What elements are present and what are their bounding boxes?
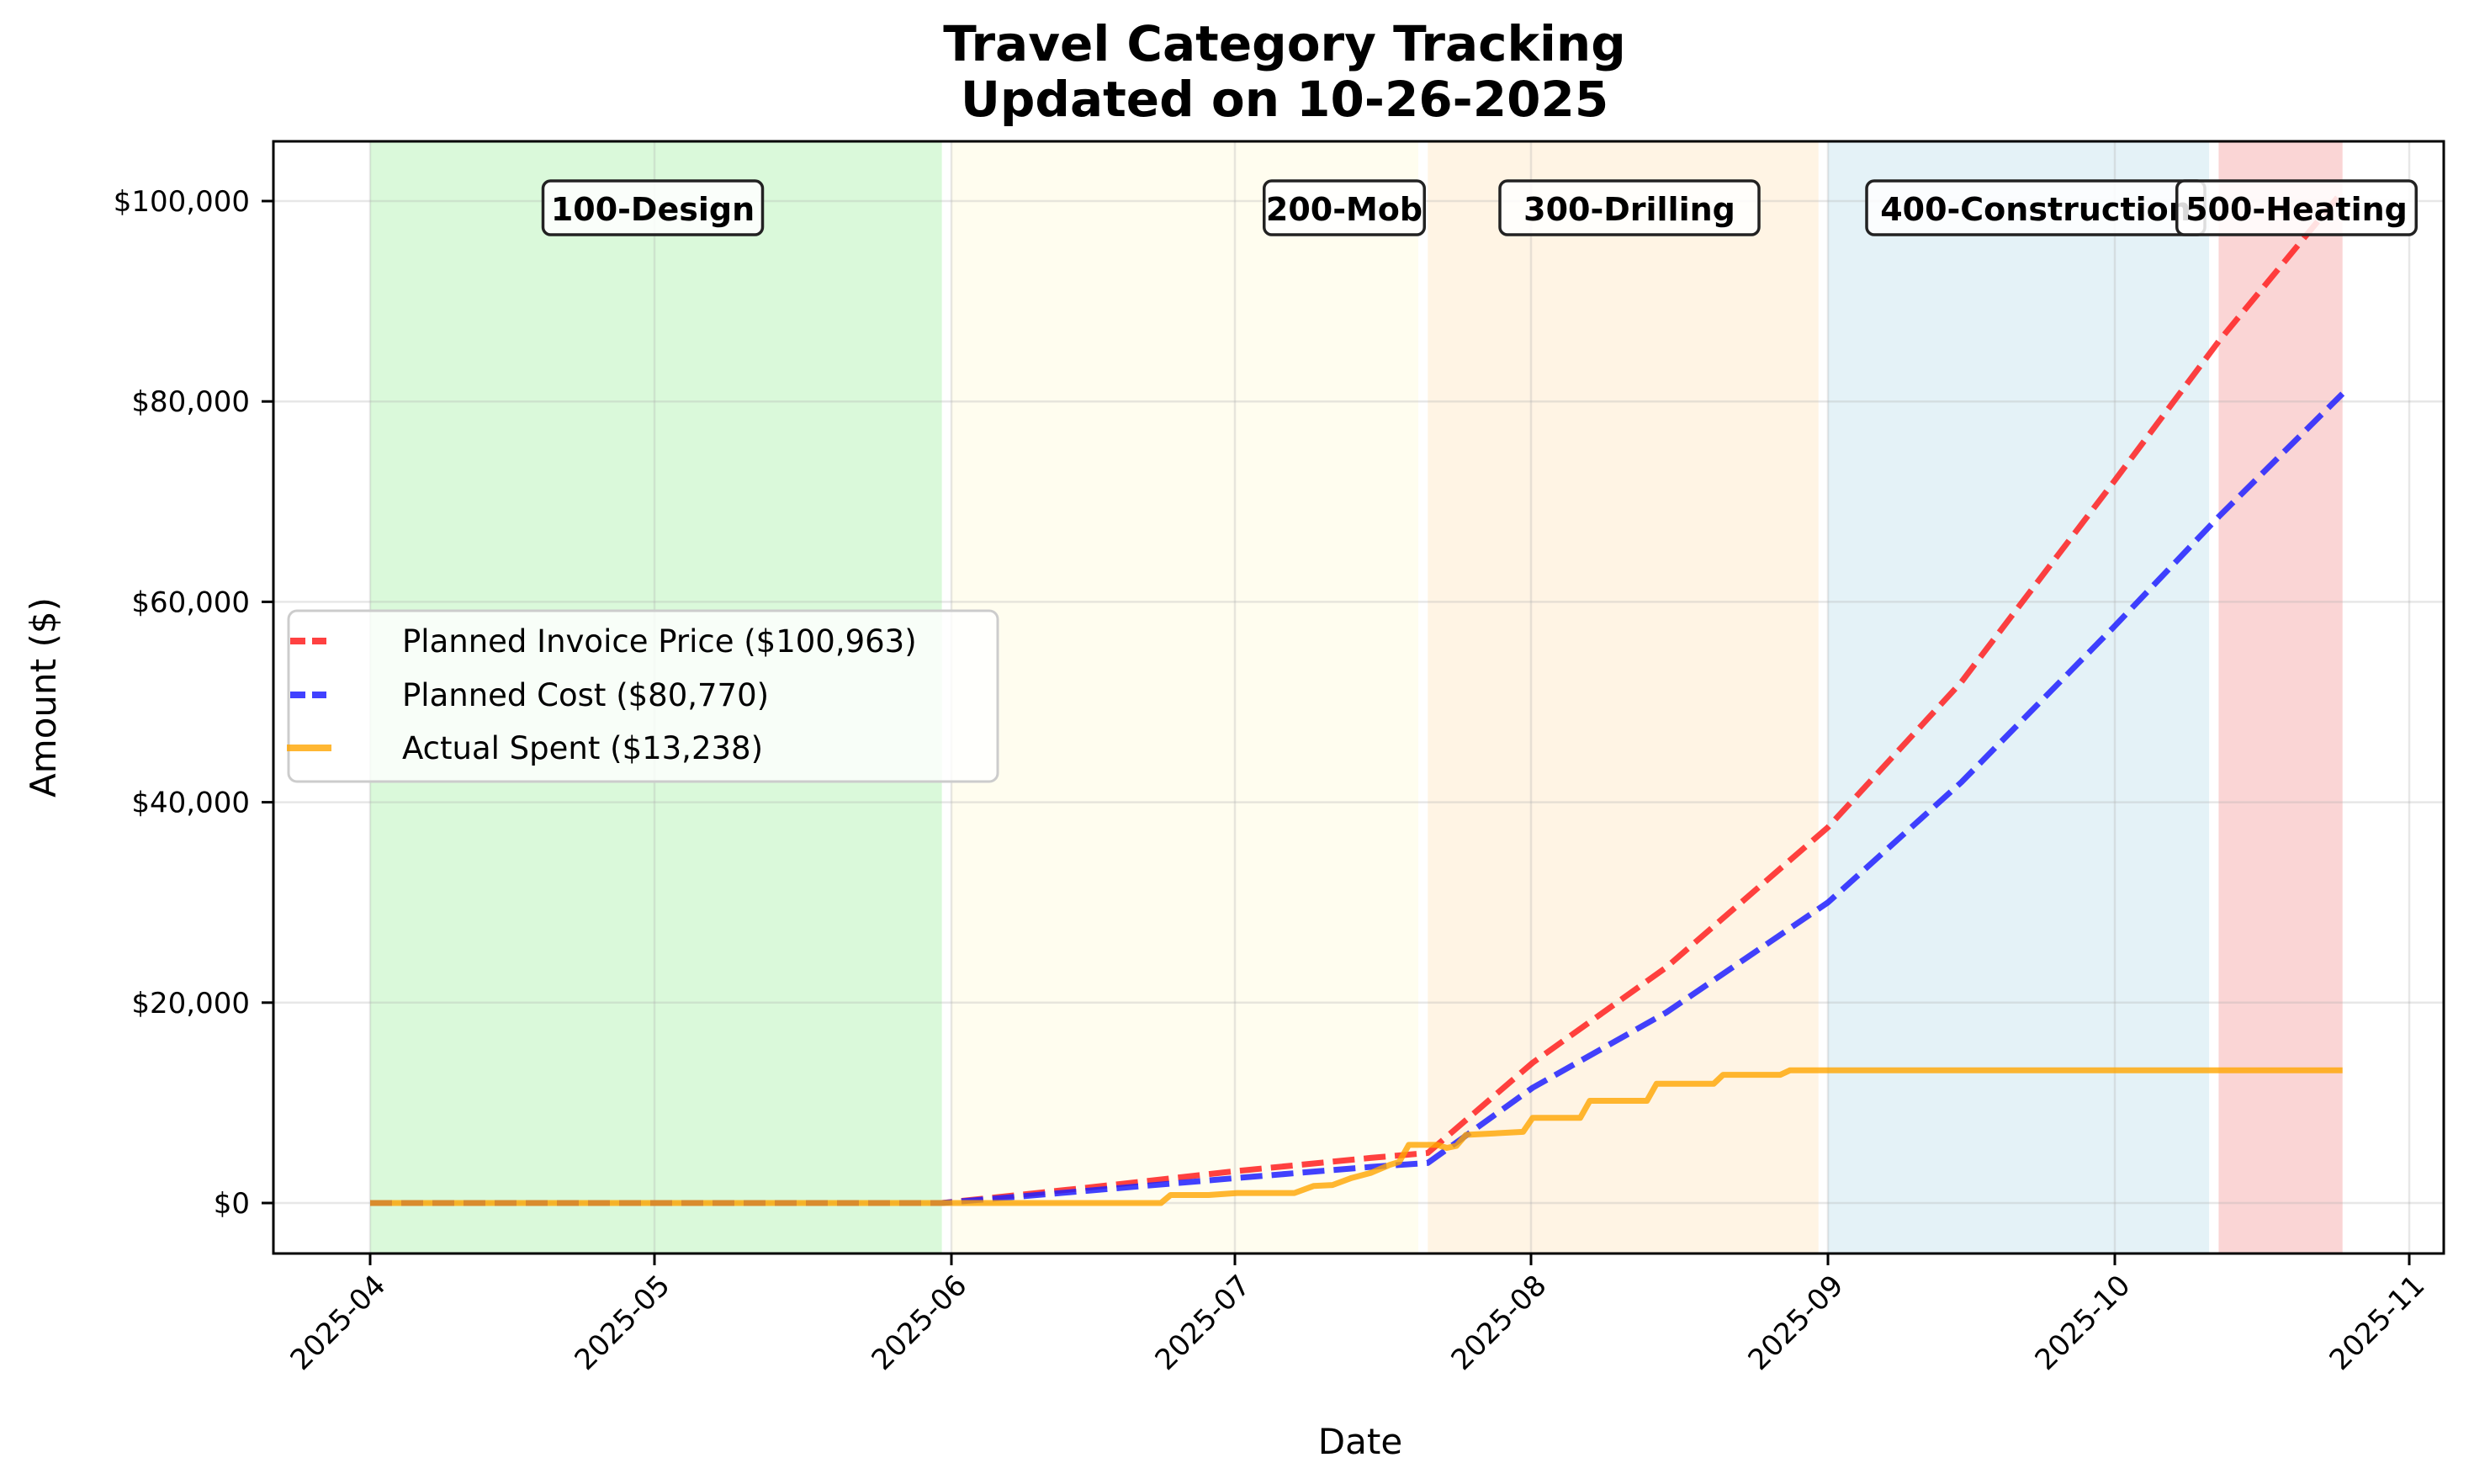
phase-label-2: 200-Mob bbox=[1263, 179, 1426, 236]
chart-title: Travel Category Tracking bbox=[943, 15, 1625, 72]
x-tick-label: 2025-08 bbox=[1445, 1269, 1554, 1377]
series-line-actual-spent bbox=[370, 1067, 2343, 1206]
legend-label-cost: Planned Cost ($80,770) bbox=[402, 677, 769, 713]
phase-label-4: 400-Construction bbox=[1865, 179, 2207, 236]
x-tick-label: 2025-05 bbox=[569, 1269, 677, 1377]
y-axis-label: Amount ($) bbox=[23, 597, 64, 798]
phase-labels: 100-Design 200-Mob 300-Drilling 400-Constru… bbox=[541, 179, 2418, 236]
y-tick-label: $80,000 bbox=[131, 385, 250, 419]
phase-label-box bbox=[1263, 179, 1426, 236]
x-axis-label: Date bbox=[1318, 1421, 1402, 1462]
y-tick-label: $20,000 bbox=[131, 987, 250, 1020]
x-tick-label: 2025-11 bbox=[2323, 1269, 2432, 1377]
legend-label-invoice: Planned Invoice Price ($100,963) bbox=[402, 623, 917, 660]
x-tick-label: 2025-07 bbox=[1149, 1269, 1258, 1377]
phase-label-box bbox=[2175, 179, 2418, 236]
x-tick-label: 2025-04 bbox=[284, 1269, 393, 1377]
y-tick-label: $0 bbox=[214, 1187, 250, 1221]
x-tick-label: 2025-10 bbox=[2029, 1269, 2138, 1377]
phase-label-box bbox=[541, 179, 765, 236]
x-tick-label: 2025-06 bbox=[866, 1269, 974, 1377]
phase-band-2 bbox=[951, 141, 1418, 1253]
chart-subtitle: Updated on 10-26-2025 bbox=[961, 71, 1608, 128]
phase-label-box bbox=[1498, 179, 1761, 236]
phase-band-3 bbox=[1428, 141, 1819, 1253]
phase-label-5: 500-Heating bbox=[2175, 179, 2418, 236]
phase-band-5 bbox=[2218, 141, 2343, 1253]
data-series bbox=[370, 189, 2345, 1206]
phase-band-4 bbox=[1828, 141, 2210, 1253]
legend-box bbox=[287, 609, 999, 783]
x-axis-ticks: 2025-04 2025-05 2025-06 2025-07 2025-08 2025-… bbox=[284, 1253, 2432, 1377]
legend: Planned Invoice Price ($100,963) Planned… bbox=[287, 609, 999, 783]
y-tick-label: $60,000 bbox=[131, 586, 250, 619]
phase-label-3: 300-Drilling bbox=[1498, 179, 1761, 236]
series-line-planned-invoice bbox=[370, 189, 2345, 1206]
legend-label-actual: Actual Spent ($13,238) bbox=[402, 730, 763, 766]
x-tick-label: 2025-09 bbox=[1742, 1269, 1851, 1377]
phase-label-text: 500-Heating bbox=[2185, 191, 2408, 228]
phase-label-1: 100-Design bbox=[541, 179, 765, 236]
y-axis-ticks: $0 $20,000 $40,000 $60,000 $80,000 $100,000 bbox=[114, 185, 273, 1221]
phase-label-text: 100-Design bbox=[551, 191, 755, 228]
phase-label-text: 300-Drilling bbox=[1523, 191, 1735, 228]
y-tick-label: $40,000 bbox=[131, 787, 250, 820]
phase-label-text: 200-Mob bbox=[1266, 191, 1422, 228]
y-tick-label: $100,000 bbox=[114, 185, 250, 219]
axes-frame bbox=[272, 140, 2445, 1255]
phase-label-text: 400-Construction bbox=[1880, 191, 2191, 228]
series-line-planned-cost bbox=[370, 391, 2345, 1206]
